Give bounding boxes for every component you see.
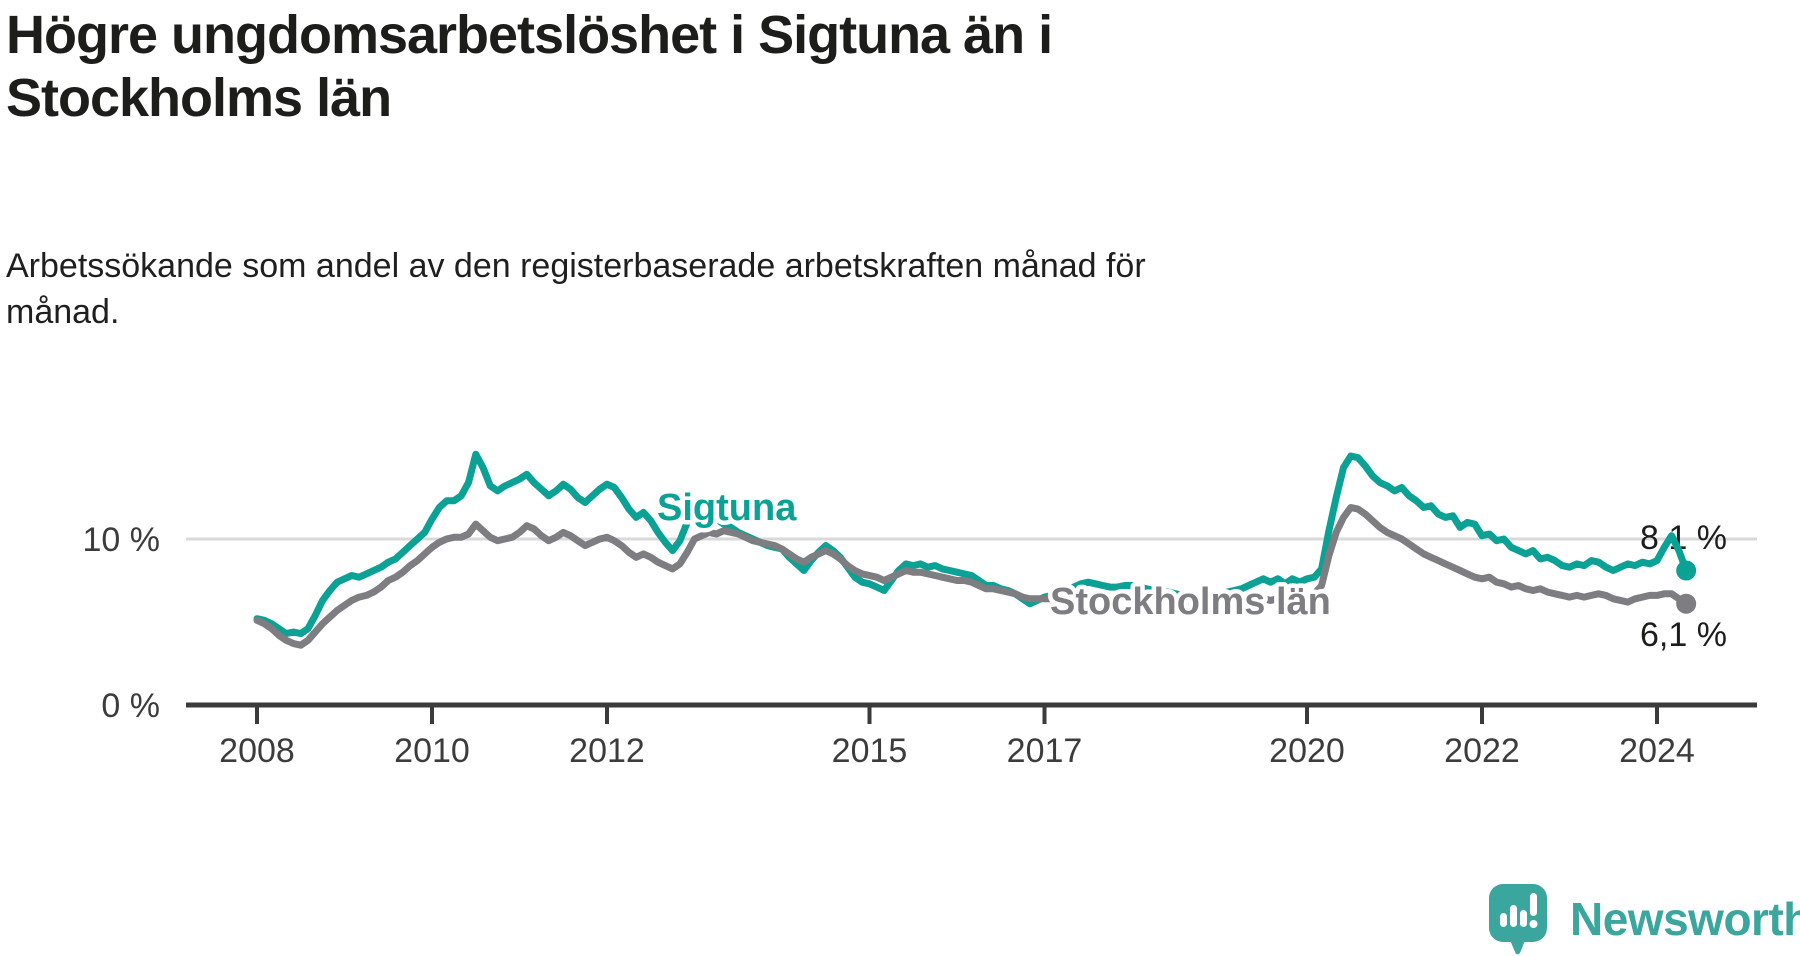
newsworthy-logo-icon <box>1489 884 1547 955</box>
x-tick-label: 2015 <box>832 732 908 770</box>
line-sigtuna <box>253 450 1690 638</box>
x-tick-label: 2020 <box>1269 732 1345 770</box>
end-value-label: 8,1 % <box>1640 519 1727 557</box>
y-tick-label: 10 % <box>83 521 161 559</box>
x-tick-label: 2010 <box>394 732 470 770</box>
chart-title: Högre ungdomsarbetslöshet i Sigtuna än i… <box>6 5 1053 129</box>
chart-subtitle: Arbetssökande som andel av den registerb… <box>6 247 1146 331</box>
newsworthy-logo-text: Newsworthy <box>1570 893 1800 945</box>
newsworthy-logo: Newsworthy <box>1488 882 1800 956</box>
series-label: Sigtuna <box>657 487 797 529</box>
x-tick-label: 2017 <box>1007 732 1083 770</box>
end-value-labels: 8,1 % 6,1 % <box>1640 519 1727 654</box>
series-inline-labels: Sigtuna Stockholms län <box>653 483 1336 628</box>
x-tick-label: 2012 <box>569 732 645 770</box>
x-tick-label: 2022 <box>1444 732 1520 770</box>
x-tick-labels: 2008 2010 2012 2015 2017 2020 2022 2024 <box>219 732 1695 770</box>
series-end-dots <box>1676 560 1697 614</box>
series-label: Stockholms län <box>1050 581 1331 623</box>
end-dot <box>1676 560 1697 581</box>
end-value-label: 6,1 % <box>1640 616 1727 654</box>
y-tick-label: 0 % <box>101 687 160 725</box>
line-stockholms-l-n <box>253 504 1690 649</box>
series-lines <box>253 450 1690 649</box>
end-dot <box>1676 593 1697 614</box>
x-axis <box>186 702 1757 724</box>
y-axis-labels: 10 % 0 % <box>83 521 161 725</box>
x-tick-label: 2024 <box>1619 732 1695 770</box>
x-tick-label: 2008 <box>219 732 295 770</box>
